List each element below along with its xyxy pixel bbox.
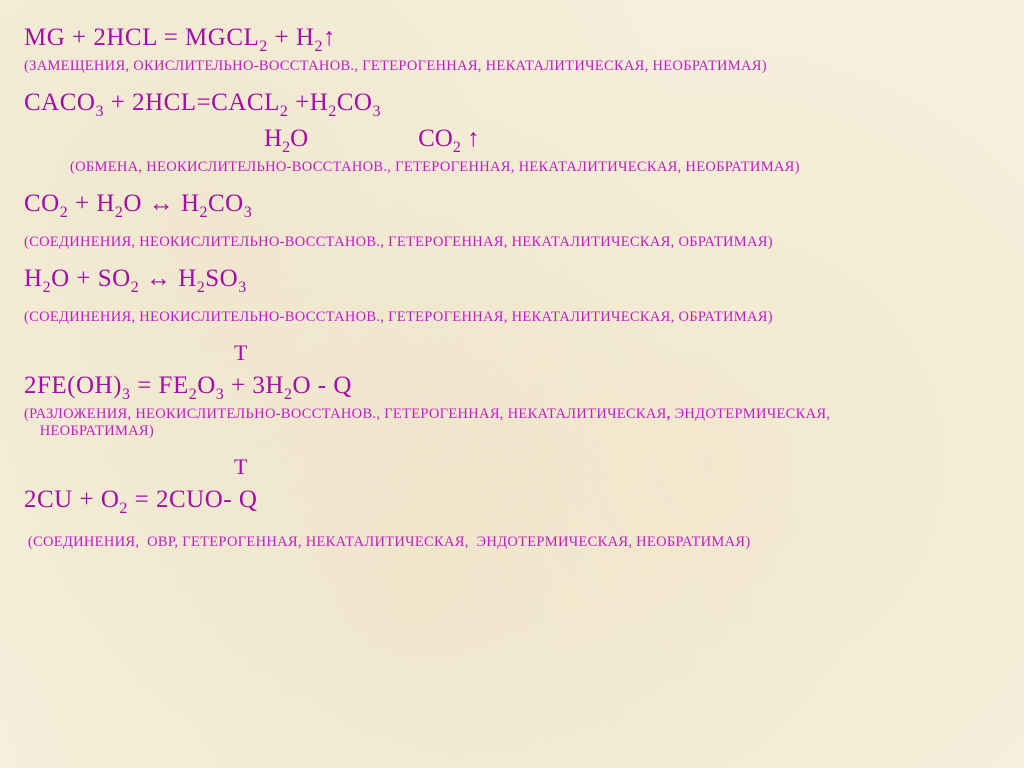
equation-2: CACO3 + 2HCL=CACL2 +H2CO3 (24, 89, 1000, 121)
equation-3: CO2 + H2O ↔ H2CO3 (24, 190, 1000, 222)
annotation-2: (ОБМЕНА, НЕОКИСЛИТЕЛЬНО-ВОССТАНОВ., ГЕТЕ… (70, 159, 1000, 176)
annotation-6: (СОЕДИНЕНИЯ, ОВР, ГЕТЕРОГЕННАЯ, НЕКАТАЛИ… (24, 534, 1000, 551)
annotation-1: (ЗАМЕЩЕНИЯ, ОКИСЛИТЕЛЬНО-ВОССТАНОВ., ГЕТ… (24, 58, 1000, 75)
annotation-5: (РАЗЛОЖЕНИЯ, НЕОКИСЛИТЕЛЬНО-ВОССТАНОВ., … (24, 406, 984, 440)
annotation-4: (СОЕДИНЕНИЯ, НЕОКИСЛИТЕЛЬНО-ВОССТАНОВ., … (24, 309, 1000, 326)
condition-6: T (234, 454, 1000, 480)
condition-5: T (234, 340, 1000, 366)
equation-4: H2O + SO2 ↔ H2SO3 (24, 265, 1000, 297)
equation-5: 2FE(OH)3 = FE2O3 + 3H2O - Q (24, 372, 1000, 404)
equation-2-decomposition: H2OCO2 ↑ (264, 125, 1000, 157)
annotation-3: (СОЕДИНЕНИЯ, НЕОКИСЛИТЕЛЬНО-ВОССТАНОВ., … (24, 234, 1000, 251)
equation-1: MG + 2HCL = MGCL2 + H2↑ (24, 24, 1000, 56)
equation-6: 2CU + O2 = 2CUO- Q (24, 486, 1000, 518)
